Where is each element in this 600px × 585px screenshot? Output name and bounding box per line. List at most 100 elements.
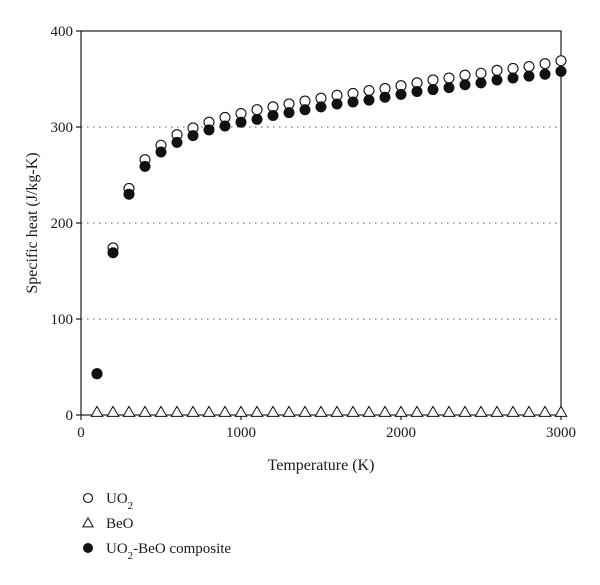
data-point <box>458 405 472 417</box>
data-point <box>251 104 263 116</box>
x-axis-title: Temperature (K) <box>268 457 375 474</box>
data-point <box>171 136 183 148</box>
data-point <box>491 64 503 76</box>
data-point <box>154 405 168 417</box>
legend-label: BeO <box>106 516 134 532</box>
data-point <box>170 405 184 417</box>
data-point <box>91 368 103 380</box>
data-point <box>330 405 344 417</box>
data-point <box>539 68 551 80</box>
data-point <box>363 84 375 97</box>
y-tick-label: 0 <box>66 408 74 424</box>
x-tick-label: 1000 <box>226 425 256 441</box>
x-tick-label: 3000 <box>546 425 576 441</box>
data-point <box>411 85 423 97</box>
data-point <box>282 405 296 417</box>
data-point <box>555 55 567 67</box>
data-point <box>506 405 520 417</box>
data-point <box>202 405 216 417</box>
data-point <box>523 60 535 73</box>
legend-marker <box>81 516 95 528</box>
data-point <box>251 113 263 125</box>
data-point <box>555 65 567 77</box>
data-point <box>442 405 456 417</box>
data-point <box>331 98 343 110</box>
series-open-circle <box>91 55 567 380</box>
data-point <box>491 74 503 86</box>
series-filled-circle <box>91 65 567 380</box>
legend-label: UO2 <box>106 491 133 512</box>
legend: UO2 BeO UO2-BeO composite <box>81 491 231 562</box>
y-tick-label: 300 <box>51 120 74 136</box>
data-point <box>507 62 519 74</box>
series-open-triangle <box>90 405 568 417</box>
data-point <box>90 405 104 417</box>
data-point <box>363 94 375 106</box>
gridlines <box>81 126 561 320</box>
data-point <box>315 101 327 113</box>
legend-marker <box>83 543 93 553</box>
x-tick-label: 2000 <box>386 425 416 441</box>
x-tick-label: 0 <box>77 425 85 441</box>
data-point <box>379 91 391 103</box>
data-point <box>123 188 135 200</box>
data-point <box>203 124 215 136</box>
data-point <box>459 79 471 91</box>
data-point <box>427 84 439 96</box>
data-point <box>443 72 455 84</box>
data-point <box>426 405 440 417</box>
data-point <box>427 74 439 86</box>
data-point <box>267 109 279 121</box>
data-point <box>250 405 264 417</box>
data-point <box>523 70 535 82</box>
data-point <box>490 405 504 417</box>
legend-item: BeO <box>81 516 134 532</box>
data-point <box>218 405 232 417</box>
data-point <box>395 88 407 100</box>
data-point <box>138 405 152 417</box>
data-point <box>106 405 120 417</box>
legend-item: UO2-BeO composite <box>83 541 231 562</box>
data-point <box>219 120 231 132</box>
data-point <box>299 104 311 116</box>
data-point <box>266 405 280 417</box>
data-point <box>410 405 424 417</box>
data-point <box>475 77 487 89</box>
data-point <box>346 405 360 417</box>
legend-marker <box>82 492 94 504</box>
data-point <box>443 82 455 94</box>
y-axis-title: Specific heat (J/kg-K) <box>24 152 41 293</box>
data-point <box>283 107 295 119</box>
legend-label: UO2-BeO composite <box>106 541 231 562</box>
data-point <box>378 405 392 417</box>
data-point <box>235 116 247 128</box>
data-point <box>155 146 167 158</box>
y-tick-label: 100 <box>51 312 74 328</box>
data-point <box>107 247 119 259</box>
axis-ticks: 0 100 200 300 400 0 1000 2000 3000 <box>51 24 577 441</box>
data-point <box>186 405 200 417</box>
data-point <box>234 405 248 417</box>
y-tick-label: 400 <box>51 24 74 40</box>
data-point <box>459 69 471 81</box>
data-point <box>538 405 552 417</box>
data-point <box>314 405 328 417</box>
data-point <box>362 405 376 417</box>
data-point <box>394 405 408 417</box>
data-point <box>539 58 551 70</box>
data-marks <box>90 55 568 417</box>
data-point <box>139 160 151 172</box>
data-point <box>298 405 312 417</box>
data-point <box>474 405 488 417</box>
data-point <box>507 72 519 84</box>
data-point <box>522 405 536 417</box>
legend-item: UO2 <box>82 491 133 512</box>
data-point <box>554 405 568 417</box>
data-point <box>187 130 199 142</box>
y-tick-label: 200 <box>51 216 74 232</box>
data-point <box>347 96 359 108</box>
data-point <box>475 67 487 79</box>
data-point <box>122 405 136 417</box>
